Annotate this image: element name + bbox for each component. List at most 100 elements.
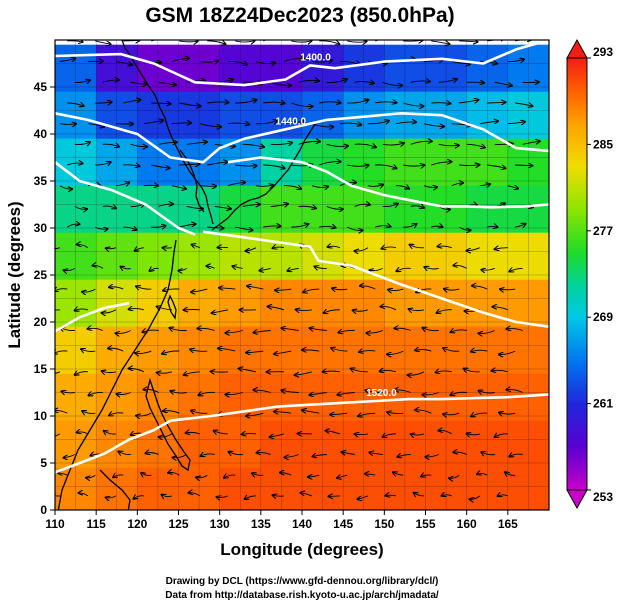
- streamline-arrow: [291, 224, 308, 227]
- streamline-arrow: [75, 309, 89, 311]
- streamline-arrow: [326, 431, 341, 435]
- streamline-arrow: [415, 350, 432, 352]
- x-axis-label: Longitude (degrees): [220, 540, 383, 559]
- streamline-arrow: [414, 493, 424, 496]
- colorbar-tick-label: 253: [593, 490, 613, 504]
- streamline-arrow: [179, 102, 200, 106]
- streamline-arrow: [219, 288, 236, 289]
- x-tick-label: 155: [415, 517, 435, 531]
- coastline-china-south: [57, 239, 177, 510]
- streamline-arrow: [135, 248, 144, 251]
- streamline-arrow: [158, 204, 173, 206]
- heatmap-cell: [178, 467, 221, 510]
- streamline-arrow: [436, 371, 452, 373]
- contour-label: 1400.0: [300, 52, 331, 63]
- streamline-arrow: [459, 226, 470, 230]
- streamline-arrow: [198, 392, 215, 395]
- heatmap-cell: [343, 373, 385, 422]
- streamline-arrow: [381, 306, 397, 311]
- streamline-arrow: [394, 328, 411, 330]
- streamline-arrow: [323, 371, 340, 372]
- streamline-arrow: [487, 40, 504, 41]
- heatmap-cell: [384, 91, 427, 140]
- streamline-arrow: [55, 309, 60, 311]
- streamline-arrow: [353, 310, 369, 311]
- streamline-arrow: [151, 164, 169, 168]
- streamline-arrow: [411, 434, 425, 435]
- heatmap-cell: [466, 44, 509, 93]
- heatmap-cell: [178, 232, 221, 281]
- streamline-arrow: [55, 371, 61, 374]
- streamline-arrow: [228, 452, 243, 455]
- streamline-arrow: [416, 289, 432, 292]
- heatmap-cell: [507, 185, 549, 234]
- heatmap-cell: [384, 467, 427, 510]
- streamline-arrow: [109, 413, 124, 416]
- streamline-arrow: [450, 330, 467, 332]
- streamline-arrow: [281, 390, 299, 392]
- streamline-arrow: [206, 266, 215, 268]
- streamline-arrow: [301, 493, 313, 497]
- streamline-arrow: [212, 309, 228, 313]
- heatmap-cell: [55, 420, 97, 469]
- heatmap-cell: [466, 138, 509, 187]
- contour-line: [55, 419, 171, 474]
- streamline-arrow: [217, 496, 229, 498]
- streamline-arrow: [280, 473, 292, 476]
- heatmap-cell: [137, 185, 180, 234]
- streamline-arrow: [134, 496, 144, 499]
- heatmap-cell: [178, 91, 221, 140]
- streamline-arrow: [67, 103, 83, 106]
- streamline-arrow: [284, 454, 299, 458]
- streamline-arrow: [423, 123, 444, 127]
- streamline-arrow: [507, 186, 518, 189]
- contour-line: [227, 156, 549, 209]
- heatmap-cell: [55, 44, 97, 93]
- streamline-arrow: [104, 431, 116, 434]
- credit-data-source: Data from http://database.rish.kyoto-u.a…: [165, 590, 439, 601]
- streamline-arrow: [471, 350, 488, 351]
- streamline-arrow: [102, 80, 119, 83]
- heatmap-cell: [260, 373, 303, 422]
- streamline-arrow: [274, 412, 292, 414]
- streamline-arrow: [115, 330, 131, 334]
- heatmap-cell: [384, 138, 427, 187]
- heatmap-cell: [178, 373, 221, 422]
- streamline-arrow: [395, 186, 409, 189]
- x-tick-label: 115: [86, 517, 106, 531]
- x-tick-label: 160: [457, 517, 477, 531]
- heatmap-cell: [137, 138, 180, 187]
- streamline-arrow: [355, 434, 368, 435]
- streamline-arrow: [196, 474, 208, 478]
- heatmap-cell: [384, 420, 427, 469]
- streamline-arrow: [283, 186, 301, 189]
- streamline-arrow: [67, 224, 79, 228]
- heatmap-cell: [302, 279, 344, 328]
- coastline-borneo: [99, 469, 131, 510]
- heatmap-cell: [425, 138, 468, 187]
- streamline-arrow: [478, 330, 495, 334]
- streamline-arrow: [252, 473, 264, 475]
- streamline-arrow: [171, 123, 191, 124]
- heatmap-cell: [178, 44, 221, 93]
- streamline-arrow: [77, 432, 89, 434]
- streamline-arrow: [478, 391, 495, 393]
- streamline-arrow: [207, 41, 225, 44]
- streamline-arrow: [347, 100, 368, 103]
- streamline-arrow: [77, 244, 89, 249]
- streamline-arrow: [375, 165, 396, 168]
- streamline-arrow: [63, 454, 75, 458]
- streamline-arrow: [438, 246, 452, 248]
- streamline-arrow: [459, 41, 477, 42]
- streamline-arrow: [123, 165, 139, 166]
- streamline-arrow: [225, 393, 243, 395]
- heatmap-cell: [384, 326, 427, 375]
- streamline-arrow: [332, 288, 348, 289]
- streamline-arrow: [218, 348, 236, 352]
- streamline-arrow: [115, 182, 129, 185]
- heatmap-cell: [55, 326, 97, 375]
- heatmap-cell: [260, 467, 303, 510]
- heatmap-cell: [219, 185, 262, 234]
- streamline-arrow: [302, 410, 320, 414]
- streamline-arrow: [163, 289, 180, 291]
